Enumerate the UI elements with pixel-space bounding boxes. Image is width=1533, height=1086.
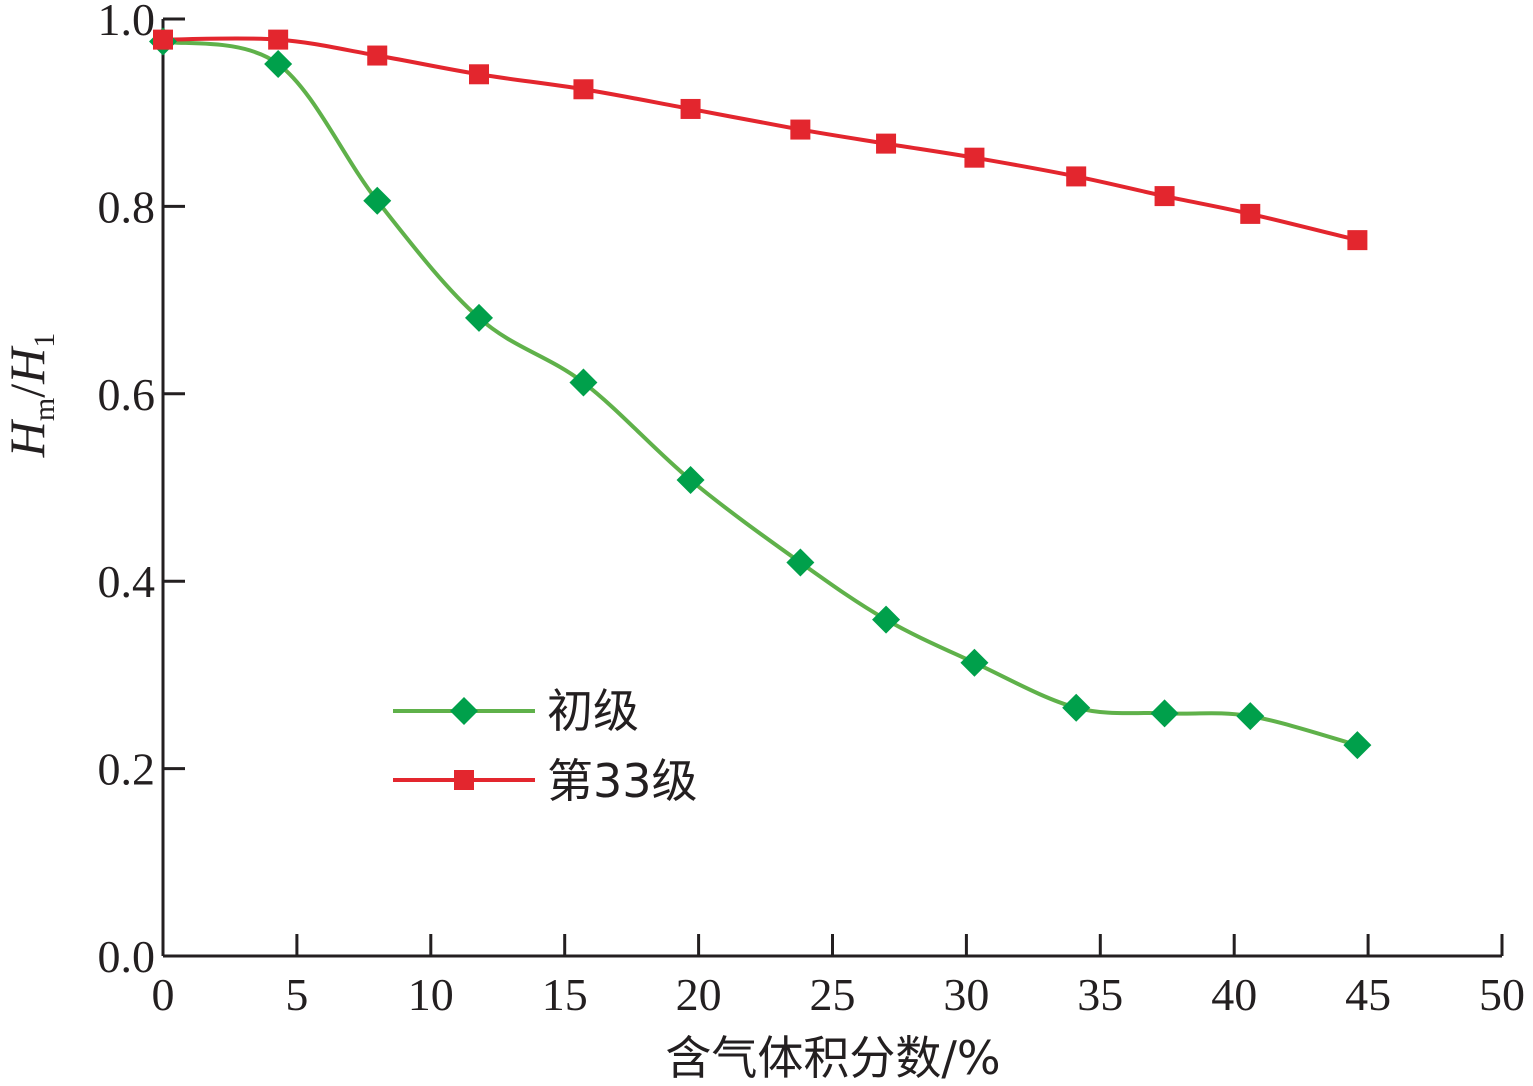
data-point-square (1154, 186, 1175, 207)
data-point-diamond (1150, 699, 1179, 728)
data-point-diamond (960, 648, 989, 677)
series-lines (162, 36, 1358, 748)
data-point-square (367, 45, 388, 66)
x-tick-label: 45 (1345, 969, 1391, 1020)
legend-item-series-1: 第33级 (393, 754, 698, 808)
x-tick-label: 50 (1479, 969, 1525, 1020)
x-tick-label: 30 (943, 969, 989, 1020)
data-point-square (680, 98, 701, 119)
svg-text:Hm/H1: Hm/H1 (0, 333, 61, 458)
series-markers (149, 27, 1372, 760)
data-point-diamond (872, 605, 901, 634)
data-point-square (1066, 166, 1087, 187)
x-tick-label: 20 (676, 969, 722, 1020)
data-point-square (790, 119, 811, 140)
x-tick-label: 25 (810, 969, 856, 1020)
data-point-square (1240, 203, 1261, 224)
legend-item-series-0: 初级 (393, 684, 639, 738)
data-point-square (268, 29, 289, 50)
y-tick-label: 1.0 (98, 0, 156, 45)
data-point-diamond (264, 49, 293, 78)
data-point-diamond (465, 303, 494, 332)
y-title-sub1: m (28, 398, 61, 421)
data-point-square (1347, 230, 1368, 251)
x-tick-label: 35 (1077, 969, 1123, 1020)
y-tick-label: 0.0 (98, 931, 156, 982)
x-tick-label: 0 (152, 969, 175, 1020)
data-point-diamond (1062, 693, 1091, 722)
y-axis-title: Hm/H1 (0, 333, 61, 458)
data-point-square (153, 29, 173, 50)
x-tick-label: 15 (542, 969, 588, 1020)
x-ticks: 0 5 10 15 20 25 30 35 40 45 50 (152, 934, 1525, 1020)
data-point-diamond (363, 186, 392, 215)
y-title-sub2: 1 (28, 333, 61, 348)
legend-label-series-1: 第33级 (547, 754, 698, 808)
data-point-square (469, 64, 490, 85)
legend: 初级 第33级 (393, 684, 698, 808)
data-point-diamond (676, 466, 705, 495)
legend-marker-square (454, 770, 474, 790)
data-point-diamond (786, 548, 815, 577)
data-point-diamond (1236, 702, 1265, 731)
x-tick-label: 40 (1211, 969, 1257, 1020)
y-tick-label: 0.2 (98, 744, 156, 795)
data-point-diamond (569, 368, 598, 397)
y-title-sep: / (0, 384, 55, 398)
y-title-main2: H (0, 345, 55, 385)
x-tick-label: 10 (408, 969, 454, 1020)
series-line-1 (162, 36, 1358, 243)
series-line-0 (162, 39, 1358, 748)
legend-label-series-0: 初级 (547, 684, 639, 738)
y-tick-label: 0.8 (98, 181, 156, 232)
data-point-square (876, 133, 897, 154)
y-title-main: H (0, 418, 55, 458)
data-point-square (573, 79, 594, 100)
y-tick-label: 0.4 (98, 556, 156, 607)
x-tick-label: 5 (285, 969, 308, 1020)
y-ticks: 0.0 0.2 0.4 0.6 0.8 1.0 (98, 0, 185, 982)
data-point-diamond (1343, 731, 1372, 760)
x-axis-title: 含气体积分数/% (665, 1031, 1000, 1085)
legend-marker-diamond (450, 697, 478, 725)
data-point-square (964, 147, 985, 168)
plot-area: 0 5 10 15 20 25 30 35 40 45 50 0.0 0.2 0.4 0.6 0.8 1.0 (98, 0, 1526, 1020)
y-tick-label: 0.6 (98, 369, 156, 420)
